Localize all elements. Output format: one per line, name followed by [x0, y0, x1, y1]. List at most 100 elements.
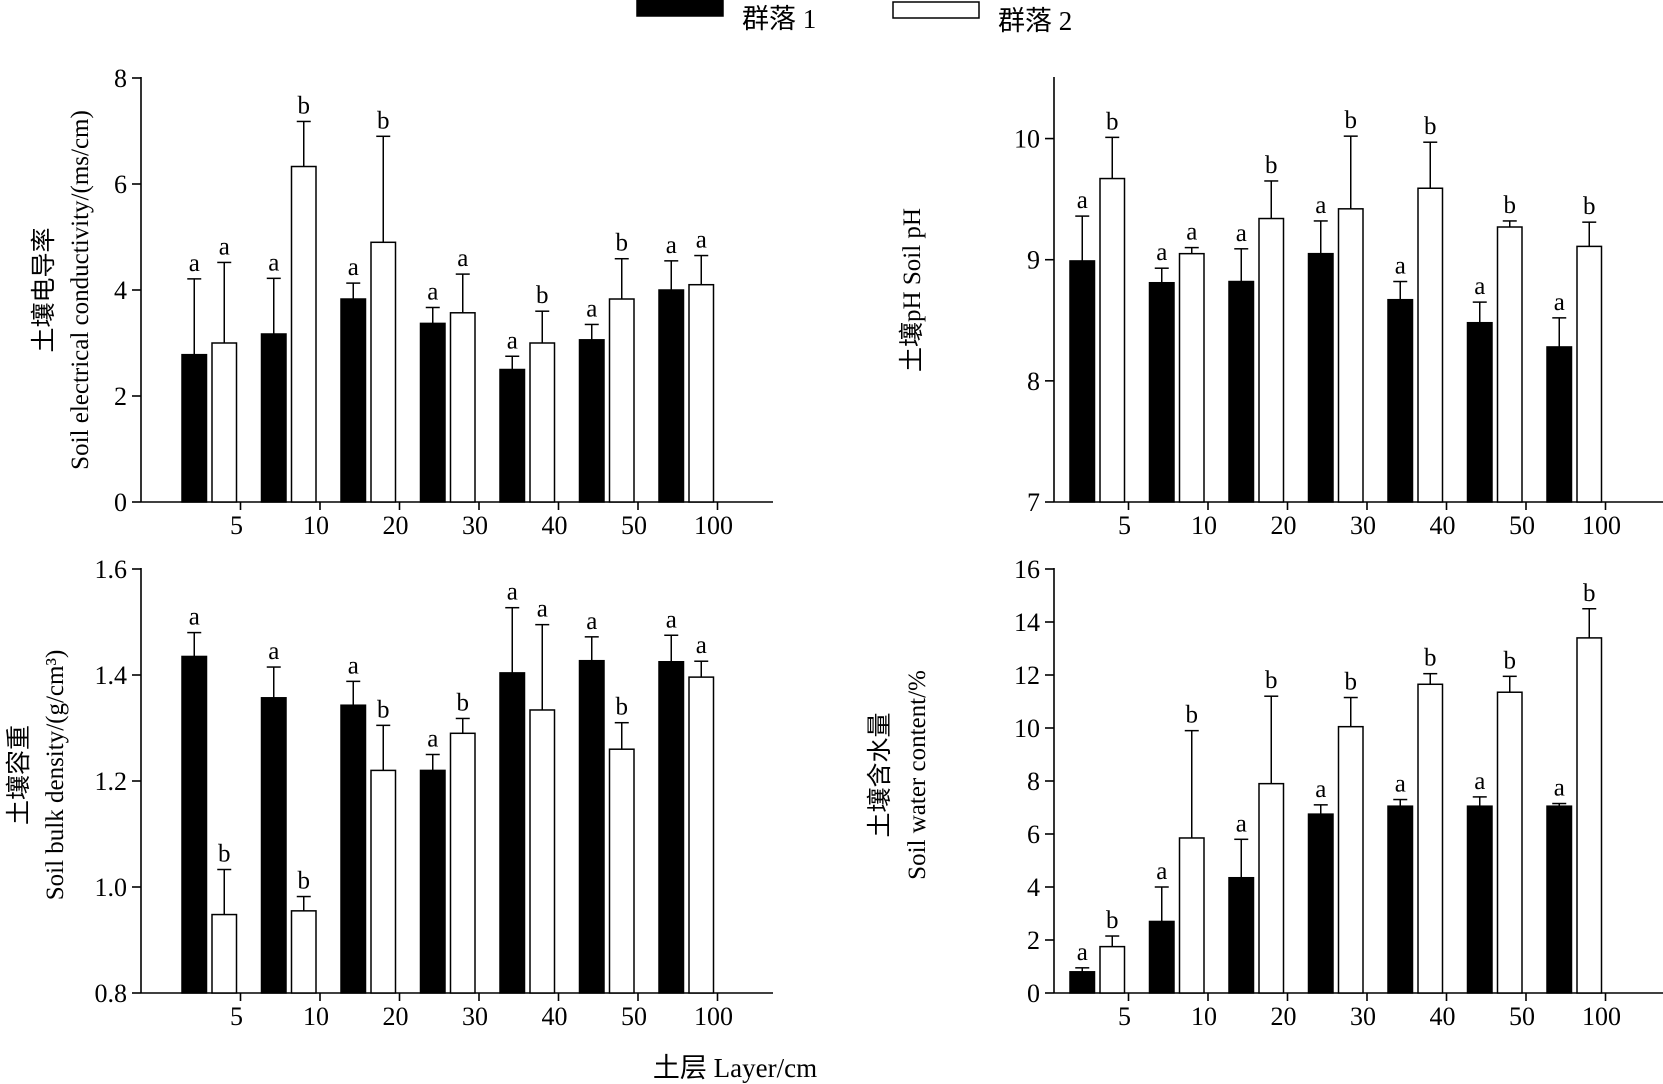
significance-letter: a [427, 278, 438, 305]
bar-group-2 [1258, 217, 1285, 503]
x-tick-label: 50 [1509, 511, 1535, 540]
bar-group-2 [211, 342, 238, 503]
y-tick-label: 1.4 [95, 661, 128, 690]
bar-group-2 [1099, 945, 1126, 994]
x-tick-label: 30 [462, 1002, 488, 1031]
legend-swatch-group-1 [636, 0, 724, 17]
y-tick-label: 7 [1027, 488, 1040, 517]
significance-letter: b [616, 694, 629, 721]
significance-letter: a [189, 604, 200, 631]
bar-group-2 [1099, 177, 1126, 503]
significance-letter: a [348, 254, 359, 281]
chart-panel-bottom-left: 0.81.01.21.41.65ab10ab20ab30ab40aa50ab10… [5, 555, 773, 1031]
x-tick-label: 50 [1509, 1002, 1535, 1031]
bar-group-1 [1387, 805, 1414, 994]
significance-letter: b [536, 282, 549, 309]
significance-letter: a [1395, 253, 1406, 280]
bar-group-1 [1148, 920, 1175, 994]
x-tick-label: 50 [621, 1002, 647, 1031]
significance-letter: b [1186, 702, 1199, 729]
y-tick-label: 4 [114, 276, 127, 305]
bar-group-2 [290, 165, 317, 503]
significance-letter: a [1395, 771, 1406, 798]
y-tick-label: 16 [1014, 555, 1040, 584]
x-tick-label: 100 [694, 511, 733, 540]
x-tick-label: 40 [1430, 1002, 1456, 1031]
significance-letter: b [298, 92, 311, 119]
bar-group-2 [608, 748, 635, 994]
y-tick-label: 2 [114, 382, 127, 411]
y-tick-label: 9 [1027, 246, 1040, 275]
bar-group-1 [499, 368, 526, 503]
bar-group-2 [449, 732, 476, 994]
significance-letter: a [1156, 239, 1167, 266]
x-tick-label: 30 [1350, 511, 1376, 540]
y-axis-label-en: Soil electrical conductivity/(ms/cm) [67, 110, 94, 470]
x-tick-label: 100 [1582, 511, 1621, 540]
significance-letter: a [666, 606, 677, 633]
bar-group-1 [1546, 805, 1573, 994]
bar-group-2 [449, 312, 476, 503]
bar-group-2 [370, 769, 397, 994]
significance-letter: a [1236, 810, 1247, 837]
bar-group-1 [181, 353, 208, 503]
significance-letter: b [1106, 907, 1119, 934]
chart-panel-bottom-right: 02468101214165ab10ab20ab30ab40ab50ab100a… [866, 555, 1663, 1031]
bar-group-1 [1148, 281, 1175, 503]
legend-swatch-group-2 [892, 1, 980, 19]
bar-group-2 [1576, 245, 1603, 503]
significance-letter: a [1315, 192, 1326, 219]
significance-letter: a [696, 227, 707, 254]
bar-group-1 [1546, 346, 1573, 503]
y-tick-label: 10 [1014, 125, 1040, 154]
bar-group-2 [1496, 691, 1523, 994]
bar-group-1 [340, 704, 367, 994]
significance-letter: a [427, 726, 438, 753]
x-tick-label: 100 [694, 1002, 733, 1031]
y-tick-label: 1.6 [95, 555, 128, 584]
bar-group-2 [688, 676, 715, 994]
y-tick-label: 1.2 [95, 767, 128, 796]
x-tick-label: 5 [230, 1002, 243, 1031]
significance-letter: b [1504, 192, 1517, 219]
significance-letter: b [457, 689, 470, 716]
significance-letter: b [1345, 669, 1358, 696]
significance-letter: b [298, 868, 311, 895]
bar-group-1 [1307, 813, 1334, 994]
significance-letter: a [1077, 187, 1088, 214]
bar-group-2 [688, 283, 715, 503]
bar-group-1 [1069, 260, 1096, 503]
significance-letter: a [1186, 219, 1197, 246]
y-tick-label: 2 [1027, 926, 1040, 955]
x-tick-label: 10 [1191, 511, 1217, 540]
bar-group-2 [1258, 782, 1285, 994]
x-tick-label: 20 [1271, 1002, 1297, 1031]
bar-group-2 [1178, 252, 1205, 503]
significance-letter: a [586, 295, 597, 322]
significance-letter: a [1156, 858, 1167, 885]
y-axis-label-en: Soil bulk density/(g/cm³) [42, 650, 69, 901]
bar-group-2 [1337, 208, 1364, 503]
significance-letter: a [586, 608, 597, 635]
significance-letter: b [1504, 647, 1517, 674]
y-tick-label: 0.8 [95, 979, 128, 1008]
significance-letter: b [1583, 580, 1596, 607]
significance-letter: b [1265, 152, 1278, 179]
bar-group-1 [578, 339, 605, 503]
significance-letter: a [1554, 775, 1565, 802]
bar-group-1 [1307, 252, 1334, 503]
bar-group-1 [340, 298, 367, 503]
bar-group-1 [1466, 321, 1493, 503]
significance-letter: a [1474, 768, 1485, 795]
y-axis-label-en: Soil water content/% [904, 670, 931, 880]
x-tick-label: 5 [230, 511, 243, 540]
bar-group-1 [1069, 971, 1096, 994]
bar-group-1 [1228, 280, 1255, 503]
bar-group-1 [419, 769, 446, 994]
bar-group-2 [1417, 683, 1444, 994]
bar-group-1 [499, 672, 526, 994]
bar-group-2 [370, 241, 397, 503]
y-tick-label: 8 [1027, 767, 1040, 796]
